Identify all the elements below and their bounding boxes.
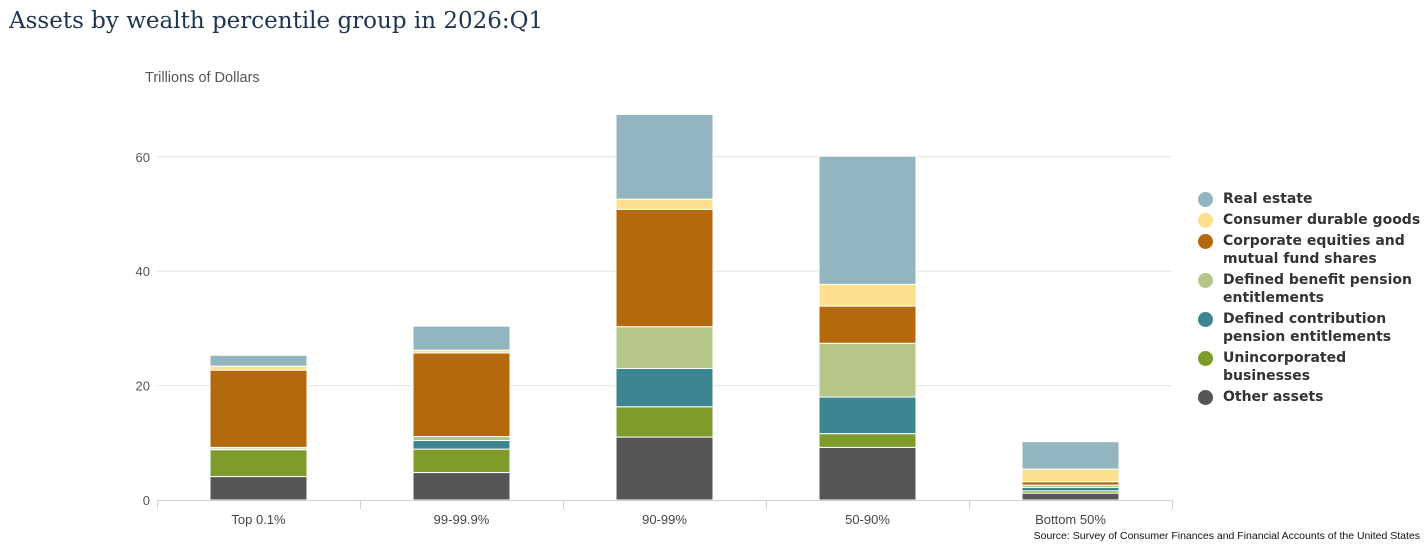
legend: Real estate Consumer durable goods Corpora… (1198, 190, 1427, 409)
bar-segment (818, 433, 917, 448)
legend-swatch (1198, 213, 1213, 228)
bar-segment (818, 342, 917, 398)
bar-segment (818, 396, 917, 435)
legend-label: Corporate equities and mutual fund share… (1223, 233, 1405, 267)
legend-item[interactable]: Defined contribution pension entitlement… (1198, 310, 1427, 346)
bar-segment (615, 436, 714, 501)
legend-swatch (1198, 234, 1213, 249)
bar-segment (209, 476, 308, 501)
legend-swatch (1198, 192, 1213, 207)
legend-item[interactable]: Real estate (1198, 190, 1427, 208)
bar-segment (818, 305, 917, 344)
legend-item[interactable]: Other assets (1198, 388, 1427, 406)
bar-segment (615, 367, 714, 408)
x-axis: Top 0.1% 99-99.9% 90-99% 50-90% Bottom 50% (157, 500, 1173, 527)
bar-segment (1021, 492, 1120, 501)
y-tick-label: 20 (136, 379, 150, 394)
bar-segment (412, 325, 511, 351)
bar-segment (412, 352, 511, 438)
bar-segment (209, 365, 308, 371)
legend-item[interactable]: Defined benefit pension entitlements (1198, 271, 1427, 307)
bar-segment (818, 283, 917, 307)
bar-segment (615, 208, 714, 328)
bar-segment (209, 354, 308, 367)
x-tick-label: 90-99% (642, 512, 687, 527)
bar-segment (818, 446, 917, 501)
legend-swatch (1198, 351, 1213, 366)
legend-label: Consumer durable goods (1223, 212, 1421, 228)
bar-segment (412, 448, 511, 474)
legend-label: Defined contribution pension entitlement… (1223, 311, 1392, 345)
bar-segment (1021, 486, 1120, 492)
bar-segment (209, 449, 308, 478)
bar-segment (1021, 441, 1120, 470)
x-tick-label: Bottom 50% (1035, 512, 1106, 527)
y-axis-label: Trillions of Dollars (145, 70, 260, 86)
legend-label: Real estate (1223, 191, 1313, 207)
legend-swatch (1198, 273, 1213, 288)
bar-segment (615, 198, 714, 210)
bar-segment (1021, 468, 1120, 483)
legend-label: Defined benefit pension entitlements (1223, 272, 1412, 306)
y-tick-label: 0 (143, 493, 150, 508)
y-tick-label: 60 (136, 150, 150, 165)
legend-swatch (1198, 312, 1213, 327)
chart-title: Assets by wealth percentile group in 202… (9, 8, 544, 34)
y-tick-label: 40 (136, 264, 150, 279)
legend-label: Unincorporated businesses (1223, 350, 1347, 384)
bars (209, 113, 1120, 501)
bar-segment (615, 113, 714, 200)
bar-segment (209, 369, 308, 448)
bar-segment (818, 155, 917, 285)
bar-segment (615, 406, 714, 438)
x-tick-label: Top 0.1% (231, 512, 286, 527)
legend-label: Other assets (1223, 389, 1324, 405)
bar-segment (412, 472, 511, 501)
x-tick-label: 99-99.9% (434, 512, 490, 527)
legend-item[interactable]: Corporate equities and mutual fund share… (1198, 232, 1427, 268)
legend-item[interactable]: Unincorporated businesses (1198, 349, 1427, 385)
bar-segment (412, 440, 511, 450)
legend-item[interactable]: Consumer durable goods (1198, 211, 1427, 229)
bar-segment (615, 326, 714, 369)
bar-segment (412, 436, 511, 442)
source-note: Source: Survey of Consumer Finances and … (1033, 530, 1420, 542)
bar-segment (1021, 481, 1120, 486)
legend-swatch (1198, 390, 1213, 405)
x-tick-label: 50-90% (845, 512, 890, 527)
